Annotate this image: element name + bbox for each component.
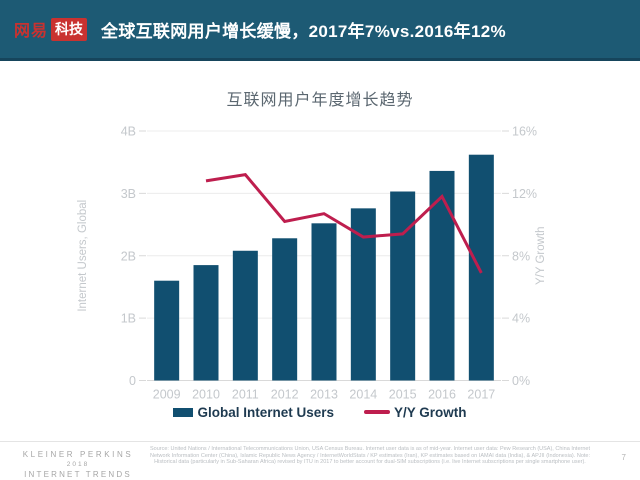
x-axis-label-2014: 2014 — [349, 388, 377, 402]
netease-tech-logo[interactable]: 网易 科技 — [14, 17, 88, 41]
brand-name: KLEINER PERKINS — [22, 450, 134, 459]
x-axis-label-2011: 2011 — [232, 388, 259, 402]
article-title: 全球互联网用户增长缓慢，2017年7%vs.2016年12% — [101, 21, 506, 41]
chart-title: 互联网用户年度增长趋势 — [226, 92, 414, 109]
x-axis-label-2016: 2016 — [428, 388, 456, 402]
brand-year: 2018 — [66, 461, 90, 468]
brand-report: INTERNET TRENDS — [24, 470, 132, 479]
bar-2014 — [350, 208, 376, 381]
bar-2016 — [429, 170, 455, 381]
legend-item-line: Y/Y Growth — [364, 405, 467, 420]
footer-divider — [0, 441, 640, 442]
left-axis-title: Internet Users, Global — [77, 200, 89, 312]
bar-2017 — [468, 154, 494, 381]
bar-2009 — [154, 280, 180, 381]
chart-svg: 0 0% 1B 4% 2B 8% 3B 12% 4B 16% 2009 2010 2011 2012 201… — [77, 125, 547, 402]
line-series-label: Y/Y Growth — [394, 404, 467, 420]
kleiner-perkins-brand: KLEINER PERKINS 2018 INTERNET TRENDS — [8, 450, 148, 479]
bar-series-swatch — [173, 407, 194, 417]
left-axis-tick-label: 4B — [121, 125, 136, 139]
left-axis-tick-label: 2B — [121, 249, 136, 263]
growth-line — [205, 173, 483, 274]
bar-2013 — [311, 223, 337, 381]
bar-2012 — [272, 238, 298, 381]
tech-logo-badge: 科技 — [51, 17, 88, 41]
right-axis-title: Y/Y Growth — [535, 226, 547, 285]
x-axis-label-2009: 2009 — [153, 388, 181, 402]
bar-2015 — [390, 191, 416, 381]
chart-legend: Global Internet Users Y/Y Growth — [0, 402, 640, 422]
right-axis-tick-label: 4% — [512, 312, 530, 326]
left-axis-tick-label: 0 — [129, 374, 136, 388]
header-bar: 网易 科技 全球互联网用户增长缓慢，2017年7%vs.2016年12% — [0, 0, 640, 61]
source-note: Source: United Nations / International T… — [150, 446, 590, 466]
bar-series-label: Global Internet Users — [197, 404, 335, 420]
bar-2011 — [232, 250, 258, 381]
chart-area: 0 0% 1B 4% 2B 8% 3B 12% 4B 16% 2009 2010 2011 2012 201… — [0, 110, 640, 405]
page-number: 7 — [621, 453, 626, 462]
x-axis-label-2010: 2010 — [192, 388, 220, 402]
line-series-swatch — [364, 410, 391, 414]
x-axis-label-2013: 2013 — [310, 388, 338, 402]
legend-item-bars: Global Internet Users — [173, 405, 334, 420]
right-axis-tick-label: 8% — [512, 249, 530, 263]
x-axis-label-2015: 2015 — [389, 388, 417, 402]
left-axis-tick-label: 3B — [121, 187, 136, 201]
x-axis-label-2012: 2012 — [271, 388, 299, 402]
right-axis-tick-label: 12% — [512, 187, 537, 201]
right-axis-tick-label: 0% — [512, 374, 530, 388]
x-axis-label-2017: 2017 — [467, 388, 495, 402]
left-axis-tick-label: 1B — [121, 312, 136, 326]
netease-logo-text: 网易 — [14, 23, 49, 40]
right-axis-tick-label: 16% — [512, 125, 537, 139]
bar-2010 — [193, 265, 219, 381]
